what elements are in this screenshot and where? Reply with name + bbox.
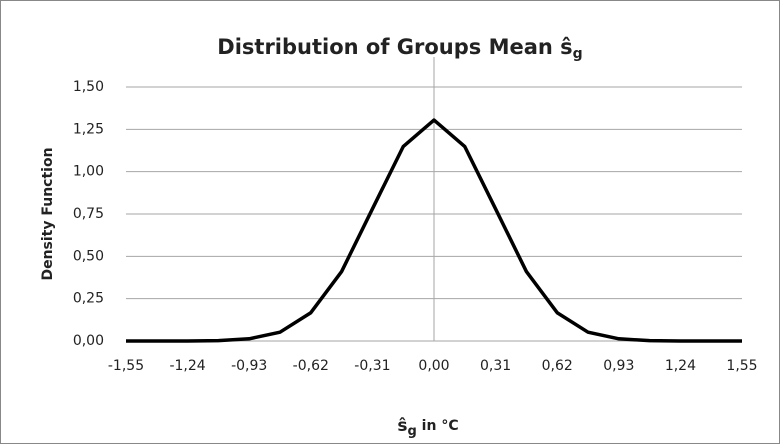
title-main: Distribution of Groups Mean ŝ [217,35,572,59]
x-tick-label: -0,62 [293,358,329,374]
y-tick-label: 0,00 [73,333,104,349]
y-axis-label: Density Function [40,147,56,280]
x-tick-label: -1,55 [108,358,144,374]
x-label-subscript: g [408,424,417,439]
density-line [126,118,742,343]
x-tick-label: -1,24 [169,358,205,374]
x-label-main: ŝ [397,416,407,436]
x-tick-label: 0,00 [418,358,449,374]
y-tick-label: 1,50 [73,79,104,95]
x-tick-label: 1,55 [726,358,757,374]
y-tick-label: 1,25 [73,121,104,137]
x-label-unit: in °C [417,418,459,434]
x-axis-label: ŝg in °C [397,416,458,439]
x-tick-label: 1,24 [665,358,696,374]
y-tick-label: 0,50 [73,248,104,264]
x-tick-label: -0,31 [354,358,390,374]
y-tick-label: 0,75 [73,206,104,222]
y-tick-label: 1,00 [73,164,104,180]
title-subscript: g [573,46,583,62]
x-tick-label: 0,62 [542,358,573,374]
x-tick-label: 0,31 [480,358,511,374]
x-tick-label: -0,93 [231,358,267,374]
chart-title: Distribution of Groups Mean ŝg [217,35,582,62]
y-tick-label: 0,25 [73,291,104,307]
x-tick-label: 0,93 [603,358,634,374]
